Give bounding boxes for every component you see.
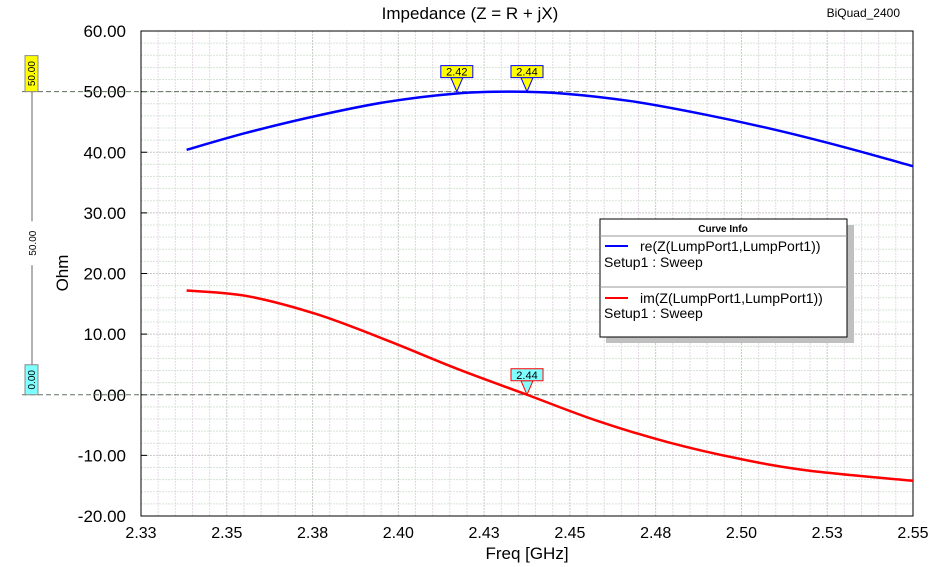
chart-title: Impedance (Z = R + jX) [382,4,559,23]
y-tick-label: 20.00 [83,265,126,284]
re-curve [186,90,914,168]
legend-setup-im: Setup1 : Sweep [604,305,703,321]
x-tick-label: 2.33 [125,525,156,542]
ref-span-label: 50.00 [28,230,39,255]
y-tick-label: -20.00 [78,507,126,526]
x-tick-label: 2.43 [469,525,500,542]
marker-box [510,368,544,382]
legend[interactable]: Curve Info re(Z(LumpPort1,LumpPort1)) Se… [599,218,854,343]
legend-label-im: im(Z(LumpPort1,LumpPort1)) [640,290,823,306]
y-axis-label: Ohm [53,255,72,292]
x-tick-label: 2.48 [640,525,671,542]
reference-lines: 50.00 50.00 0.00 [22,55,913,396]
ref-label: 0.00 [27,370,38,390]
x-tick-label: 2.40 [383,525,414,542]
marker-box [440,65,474,79]
legend-setup-re: Setup1 : Sweep [604,254,703,270]
curves [186,90,914,483]
x-tick-label: 2.55 [897,525,928,542]
ref-span-bg [25,221,39,266]
x-tick-label: 2.38 [297,525,328,542]
project-name: BiQuad_2400 [827,6,901,20]
x-tick-label: 2.35 [211,525,242,542]
im-curve [186,289,914,483]
y-tick-label: 60.00 [83,22,126,41]
ref-label: 50.00 [27,61,38,86]
x-tick-label: 2.50 [726,525,757,542]
axes: 2.33 2.35 2.38 2.40 2.43 2.45 2.48 2.50 2.53 2.55… [78,22,929,542]
marker-label: 2.44 [516,370,537,382]
x-tick-label: 2.45 [554,525,585,542]
marker-label: 2.42 [446,67,467,79]
ref-label-box [24,364,39,396]
y-tick-label: 10.00 [83,325,126,344]
x-tick-label: 2.53 [812,525,843,542]
y-tick-label: 0.00 [93,386,126,405]
marker-box [510,65,544,79]
y-tick-label: -10.00 [78,446,126,465]
markers: 2.42 2.44 2.44 [440,65,544,397]
y-tick-label: 30.00 [83,204,126,223]
marker-label: 2.44 [516,67,537,79]
y-tick-label: 40.00 [83,143,126,162]
x-axis-label: Freq [GHz] [485,544,568,563]
legend-label-re: re(Z(LumpPort1,LumpPort1)) [640,238,821,254]
legend-title: Curve Info [698,224,747,235]
ref-label-box [24,55,39,93]
